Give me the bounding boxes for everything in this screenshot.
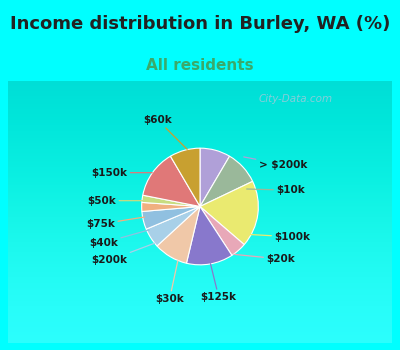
Text: $10k: $10k [247,185,305,195]
Text: City-Data.com: City-Data.com [259,94,333,104]
Wedge shape [200,181,258,245]
Text: $125k: $125k [201,264,237,302]
Text: $75k: $75k [86,217,144,229]
Wedge shape [142,195,200,206]
Text: $100k: $100k [250,232,310,242]
Wedge shape [146,206,200,246]
Wedge shape [143,156,200,206]
Wedge shape [186,206,232,265]
Text: $50k: $50k [88,196,144,206]
Text: All residents: All residents [146,58,254,73]
Wedge shape [157,206,200,263]
Wedge shape [200,156,253,206]
Wedge shape [142,202,200,211]
Wedge shape [142,206,200,229]
Wedge shape [200,148,230,206]
Text: $200k: $200k [92,243,154,265]
Text: $60k: $60k [144,115,187,149]
Wedge shape [200,206,244,256]
Text: $20k: $20k [234,254,295,264]
Text: $30k: $30k [155,261,184,304]
Text: $150k: $150k [92,168,152,178]
Text: Income distribution in Burley, WA (%): Income distribution in Burley, WA (%) [10,14,390,33]
Text: > $200k: > $200k [244,157,307,169]
Text: $40k: $40k [89,230,149,248]
Wedge shape [170,148,200,206]
